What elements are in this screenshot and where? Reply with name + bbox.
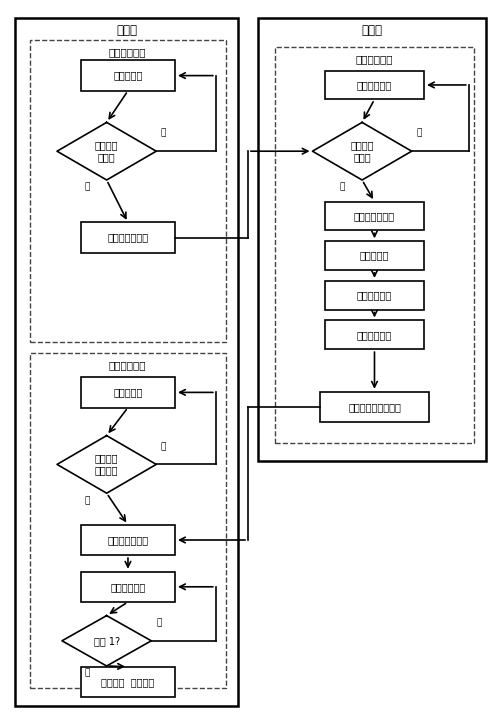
FancyBboxPatch shape bbox=[325, 71, 424, 99]
Text: 摄像头拍摄照片: 摄像头拍摄照片 bbox=[354, 211, 395, 221]
Text: 摄像头初始化: 摄像头初始化 bbox=[357, 80, 392, 90]
Text: 控制信号出队: 控制信号出队 bbox=[110, 582, 146, 592]
FancyBboxPatch shape bbox=[325, 281, 424, 310]
Text: 是: 是 bbox=[84, 183, 89, 192]
Text: 值为 1?: 值为 1? bbox=[94, 636, 120, 646]
Text: 计数器清零: 计数器清零 bbox=[113, 71, 143, 81]
Polygon shape bbox=[62, 616, 151, 666]
Text: 初始化队列: 初始化队列 bbox=[113, 387, 143, 397]
Text: 否: 否 bbox=[156, 618, 161, 627]
FancyBboxPatch shape bbox=[325, 320, 424, 349]
Text: 是否收到
控制信号: 是否收到 控制信号 bbox=[95, 454, 119, 475]
Polygon shape bbox=[57, 122, 156, 180]
Text: 分级控制模块: 分级控制模块 bbox=[109, 360, 146, 370]
FancyBboxPatch shape bbox=[81, 60, 175, 91]
Text: 是否接收
到信号: 是否接收 到信号 bbox=[350, 140, 374, 162]
Text: 图像处理模块: 图像处理模块 bbox=[356, 54, 393, 64]
FancyBboxPatch shape bbox=[325, 202, 424, 230]
Text: 上位机: 上位机 bbox=[362, 24, 382, 37]
Text: 发信号给上位机: 发信号给上位机 bbox=[108, 233, 148, 243]
Polygon shape bbox=[312, 122, 412, 180]
FancyBboxPatch shape bbox=[81, 572, 175, 602]
Text: 拍照控制模块: 拍照控制模块 bbox=[109, 47, 146, 57]
Text: 图像预处理: 图像预处理 bbox=[360, 251, 389, 261]
Bar bbox=[258, 18, 486, 461]
FancyBboxPatch shape bbox=[81, 667, 175, 697]
Text: 将控制信号入队: 将控制信号入队 bbox=[108, 535, 148, 545]
Text: 是: 是 bbox=[84, 669, 89, 678]
Text: 分级特征提取: 分级特征提取 bbox=[357, 290, 392, 300]
Text: 是: 是 bbox=[340, 183, 345, 192]
FancyBboxPatch shape bbox=[325, 241, 424, 270]
FancyBboxPatch shape bbox=[81, 222, 175, 253]
Text: 计数器是
否增加: 计数器是 否增加 bbox=[95, 140, 119, 162]
Bar bbox=[15, 18, 238, 706]
Bar bbox=[30, 40, 226, 342]
Bar bbox=[275, 47, 474, 443]
Polygon shape bbox=[57, 436, 156, 493]
FancyBboxPatch shape bbox=[320, 392, 429, 422]
Text: 否: 否 bbox=[161, 129, 166, 138]
Bar bbox=[30, 353, 226, 688]
Text: 下位机: 下位机 bbox=[116, 24, 137, 37]
Text: 否: 否 bbox=[161, 442, 166, 451]
Text: 是: 是 bbox=[84, 496, 89, 505]
Text: 否: 否 bbox=[417, 129, 422, 138]
FancyBboxPatch shape bbox=[81, 377, 175, 408]
Text: 电磁通电  控制分级: 电磁通电 控制分级 bbox=[101, 677, 155, 687]
Text: 确定分级结果: 确定分级结果 bbox=[357, 330, 392, 340]
FancyBboxPatch shape bbox=[81, 525, 175, 555]
Text: 发控制信号到下位机: 发控制信号到下位机 bbox=[348, 402, 401, 412]
